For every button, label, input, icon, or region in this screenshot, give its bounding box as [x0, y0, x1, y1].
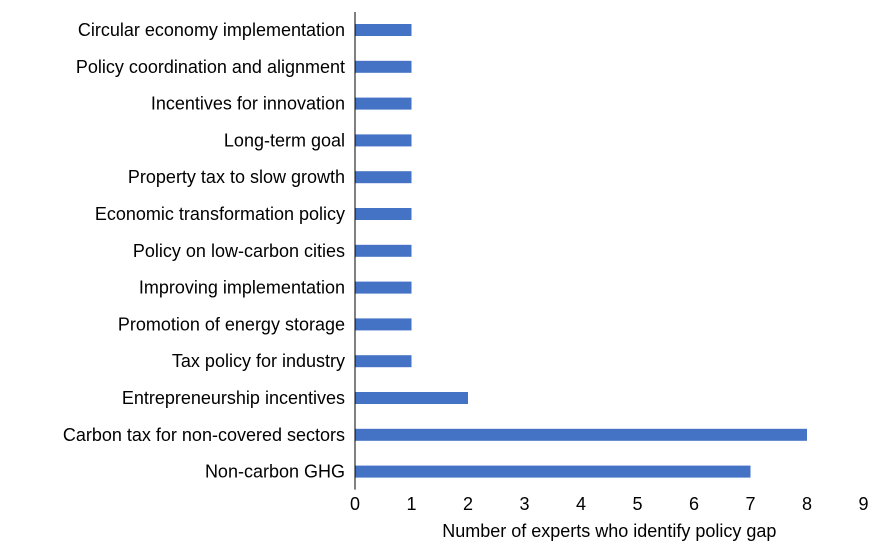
- bar: [355, 208, 412, 220]
- x-axis-title: Number of experts who identify policy ga…: [442, 521, 776, 541]
- x-tick-label: 4: [576, 494, 586, 514]
- x-tick-label: 5: [632, 494, 642, 514]
- category-label: Property tax to slow growth: [128, 167, 345, 187]
- x-tick-labels-group: 0 1 2 3 4 5 6 7 8 9: [350, 494, 869, 514]
- bar: [355, 24, 412, 36]
- bar: [355, 318, 412, 331]
- category-label: Carbon tax for non-covered sectors: [63, 425, 345, 445]
- bar: [355, 171, 412, 184]
- category-label: Circular economy implementation: [78, 20, 345, 40]
- x-tick-label: 8: [802, 494, 812, 514]
- category-label: Economic transformation policy: [95, 204, 345, 224]
- category-label: Policy on low-carbon cities: [133, 241, 345, 261]
- category-label: Promotion of energy storage: [118, 314, 345, 334]
- category-labels-group: Circular economy implementation Policy co…: [63, 20, 345, 482]
- bar: [355, 428, 807, 441]
- x-tick-label: 9: [858, 494, 868, 514]
- bar: [355, 355, 412, 368]
- category-label: Improving implementation: [139, 278, 345, 298]
- category-label: Policy coordination and alignment: [76, 57, 345, 77]
- bar: [355, 134, 412, 147]
- bar: [355, 60, 412, 73]
- x-tick-label: 7: [745, 494, 755, 514]
- x-tick-label: 2: [463, 494, 473, 514]
- category-label: Non-carbon GHG: [205, 462, 345, 482]
- bar: [355, 392, 468, 404]
- x-tick-label: 3: [519, 494, 529, 514]
- bar: [355, 244, 412, 257]
- category-label: Incentives for innovation: [151, 94, 345, 114]
- category-label: Tax policy for industry: [172, 351, 345, 371]
- x-tick-label: 1: [406, 494, 416, 514]
- category-label: Entrepreneurship incentives: [122, 388, 345, 408]
- category-label: Long-term goal: [224, 130, 345, 150]
- x-tick-label: 0: [350, 494, 360, 514]
- bar: [355, 465, 751, 478]
- x-tick-label: 6: [689, 494, 699, 514]
- bar: [355, 281, 412, 294]
- bars-group: [355, 24, 807, 478]
- bar: [355, 97, 412, 110]
